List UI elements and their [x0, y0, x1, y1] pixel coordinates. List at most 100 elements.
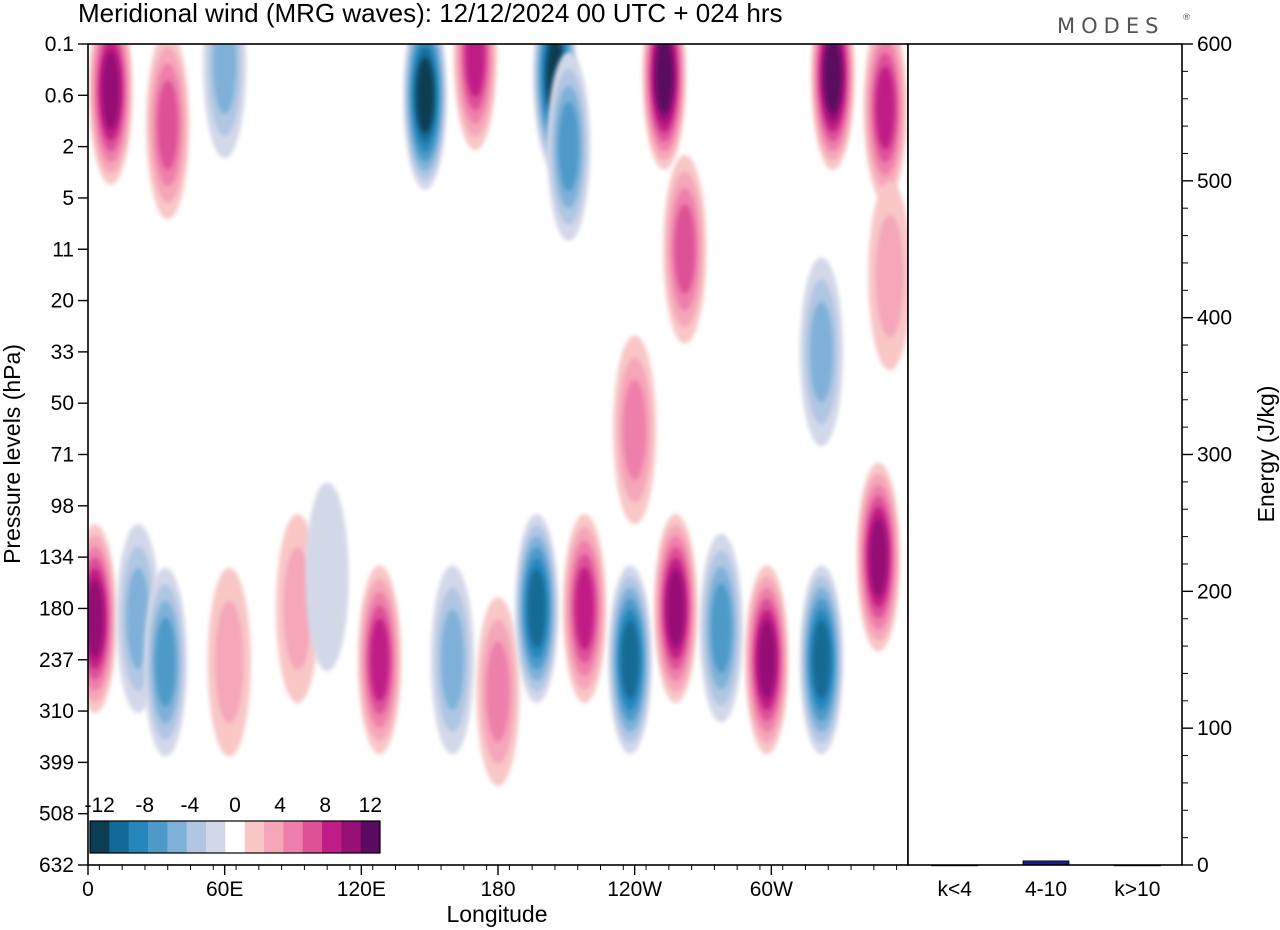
- y-tick-label: 33: [51, 341, 74, 364]
- energy-plot-area: [908, 44, 1182, 865]
- wind-cell: [856, 462, 900, 652]
- contour-band: [623, 379, 647, 481]
- contour-band: [809, 301, 833, 403]
- x-tick-label: 60E: [206, 878, 243, 901]
- contour-band: [283, 547, 312, 670]
- contour-band: [575, 567, 594, 650]
- wind-cell: [608, 565, 652, 755]
- energy-tick-label: 200: [1197, 580, 1232, 603]
- y-tick-label: 2: [62, 136, 74, 159]
- colorbar-label: -12: [84, 794, 114, 817]
- colorbar-label: 0: [229, 794, 241, 817]
- wind-cell: [430, 565, 475, 755]
- wind-cell: [476, 597, 520, 787]
- energy-category-label: k>10: [1114, 878, 1160, 901]
- contour-band: [875, 66, 895, 149]
- contour-band: [416, 57, 434, 133]
- colorbar-label: 4: [274, 794, 286, 817]
- contour-band: [157, 80, 178, 170]
- contour-band: [440, 609, 464, 710]
- colorbar-swatch: [302, 821, 323, 853]
- colorbar-swatch: [283, 821, 304, 853]
- y-tick-label: 20: [51, 290, 74, 313]
- y-tick-label: 98: [51, 495, 74, 518]
- energy-tick-label: 100: [1197, 717, 1232, 740]
- wind-cell: [88, 524, 117, 713]
- wind-cell: [663, 154, 707, 344]
- colorbar-label: 8: [319, 794, 331, 817]
- energy-axis: 0 100 200 300 400 500 600: [1182, 33, 1232, 877]
- colorbar-swatch: [90, 821, 110, 853]
- contour-band: [126, 568, 150, 669]
- colorbar-swatch: [360, 821, 381, 853]
- energy-category-label: 4-10: [1025, 878, 1067, 901]
- wind-cell: [305, 482, 349, 672]
- y-tick-label: 11: [52, 238, 74, 261]
- y-tick-label: 632: [39, 854, 74, 877]
- wind-field: [88, 44, 908, 787]
- colorbar: -12 -8 -4 0 4 8 12: [84, 794, 382, 854]
- y-tick-label: 180: [39, 597, 74, 620]
- wind-cell: [143, 567, 188, 757]
- wind-cell: [89, 44, 133, 185]
- y-tick-label: 50: [51, 392, 74, 415]
- energy-category-label: k<4: [937, 878, 972, 901]
- modes-logo-text: MODES: [1057, 14, 1164, 38]
- colorbar-swatch: [109, 821, 130, 853]
- wind-cell: [642, 44, 686, 170]
- energy-axis-title: Energy (J/kg): [1253, 386, 1279, 523]
- y-tick-label: 508: [39, 803, 74, 826]
- wind-cell: [403, 44, 447, 190]
- pressure-axis: 0.1 0.6 2 5 11 20 33 50 71 98 134 180 237 310 399 508 63…: [39, 33, 88, 877]
- wind-cell: [868, 181, 908, 371]
- colorbar-swatch: [167, 821, 188, 853]
- wind-cell: [745, 565, 789, 755]
- colorbar-swatch: [341, 821, 362, 853]
- contour-band: [812, 620, 831, 699]
- contour-band: [869, 518, 888, 597]
- contour-band: [527, 569, 546, 648]
- y-axis-title: Pressure levels (hPa): [0, 344, 25, 564]
- contour-band: [674, 204, 695, 294]
- colorbar-swatch: [186, 821, 207, 853]
- contour-band: [558, 102, 579, 192]
- wind-cell: [453, 44, 497, 151]
- contour-band: [88, 579, 104, 658]
- wind-cell: [654, 513, 698, 703]
- contour-band: [655, 44, 673, 113]
- colorbar-label: 12: [359, 794, 382, 817]
- colorbar-swatch: [322, 821, 342, 853]
- wind-cell: [811, 44, 855, 170]
- contour-band: [155, 617, 176, 707]
- y-tick-label: 399: [39, 751, 74, 774]
- wind-cell: [207, 567, 251, 757]
- x-tick-label: 0: [82, 878, 94, 901]
- y-tick-label: 310: [39, 700, 74, 723]
- colorbar-swatch: [264, 821, 284, 853]
- x-axis-title: Longitude: [446, 901, 547, 927]
- colorbar-swatch: [128, 821, 149, 853]
- energy-tick-label: 0: [1197, 854, 1209, 877]
- colorbar-swatch: [244, 821, 265, 853]
- y-tick-label: 5: [62, 187, 74, 210]
- energy-bars: k<4 4-10 k>10: [931, 860, 1161, 901]
- contour-band: [465, 44, 485, 97]
- contour-band: [370, 618, 389, 702]
- energy-tick-label: 600: [1197, 33, 1232, 56]
- contour-band: [213, 44, 237, 115]
- y-tick-label: 0.6: [45, 84, 74, 107]
- wind-cell: [203, 44, 247, 159]
- colorbar-label: -4: [181, 794, 200, 817]
- modes-logo: MODES ®: [1057, 13, 1191, 38]
- wind-cell: [357, 565, 402, 755]
- y-tick-label: 71: [51, 444, 74, 467]
- colorbar-swatch: [225, 821, 246, 853]
- wind-cell: [863, 44, 907, 203]
- energy-tick-label: 500: [1197, 170, 1232, 193]
- wind-cell: [613, 335, 657, 525]
- x-tick-label: 180: [480, 878, 515, 901]
- chart-title: Meridional wind (MRG waves): 12/12/2024 …: [78, 0, 783, 28]
- longitude-axis: 0 60E 120E 180 120W 60W: [82, 865, 898, 901]
- contour-band: [824, 44, 842, 113]
- wind-cell: [547, 52, 591, 242]
